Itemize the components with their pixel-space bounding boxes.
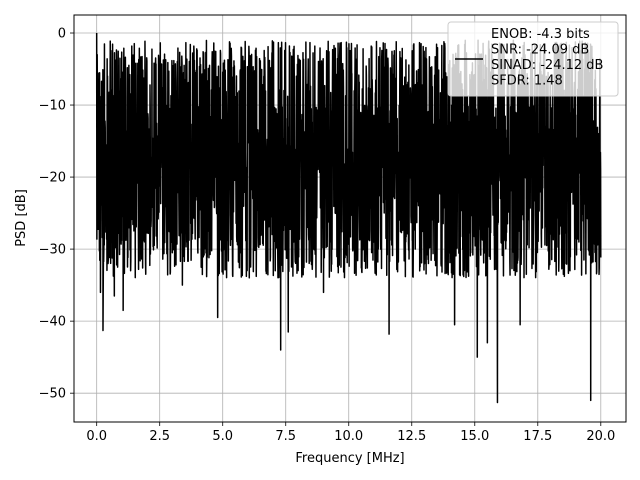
x-tick-label: 17.5: [523, 429, 552, 444]
y-tick-label: −20: [39, 171, 66, 186]
y-tick-label: −30: [39, 243, 66, 258]
x-tick-label: 10.0: [334, 429, 363, 444]
psd-series-line: [95, 33, 602, 404]
x-axis-ticks: 0.0 2.5 5.0 7.5 10.0 12.5 15.0 17.5 20.0: [86, 422, 615, 444]
y-tick-label: 0: [58, 27, 66, 42]
x-tick-label: 20.0: [586, 429, 615, 444]
y-tick-label: −10: [39, 99, 66, 114]
legend: ENOB: -4.3 bits SNR: -24.09 dB SINAD: -24.…: [447, 21, 619, 97]
x-tick-label: 7.5: [275, 429, 296, 444]
x-tick-label: 5.0: [212, 429, 233, 444]
legend-series-label: ENOB: -4.3 bits SNR: -24.09 dB SINAD: -24.…: [491, 27, 603, 89]
y-axis-label: PSD [dB]: [14, 189, 29, 247]
x-tick-label: 15.0: [460, 429, 489, 444]
y-axis-ticks: 0 −10 −20 −30 −40 −50: [39, 27, 74, 402]
y-tick-label: −50: [39, 387, 66, 402]
plot-frame: [73, 14, 627, 423]
y-tick-label: −40: [39, 315, 66, 330]
x-axis-label: Frequency [MHz]: [295, 451, 404, 466]
legend-box: [447, 21, 619, 97]
x-tick-label: 12.5: [397, 429, 426, 444]
x-tick-label: 2.5: [149, 429, 170, 444]
x-tick-label: 0.0: [86, 429, 107, 444]
